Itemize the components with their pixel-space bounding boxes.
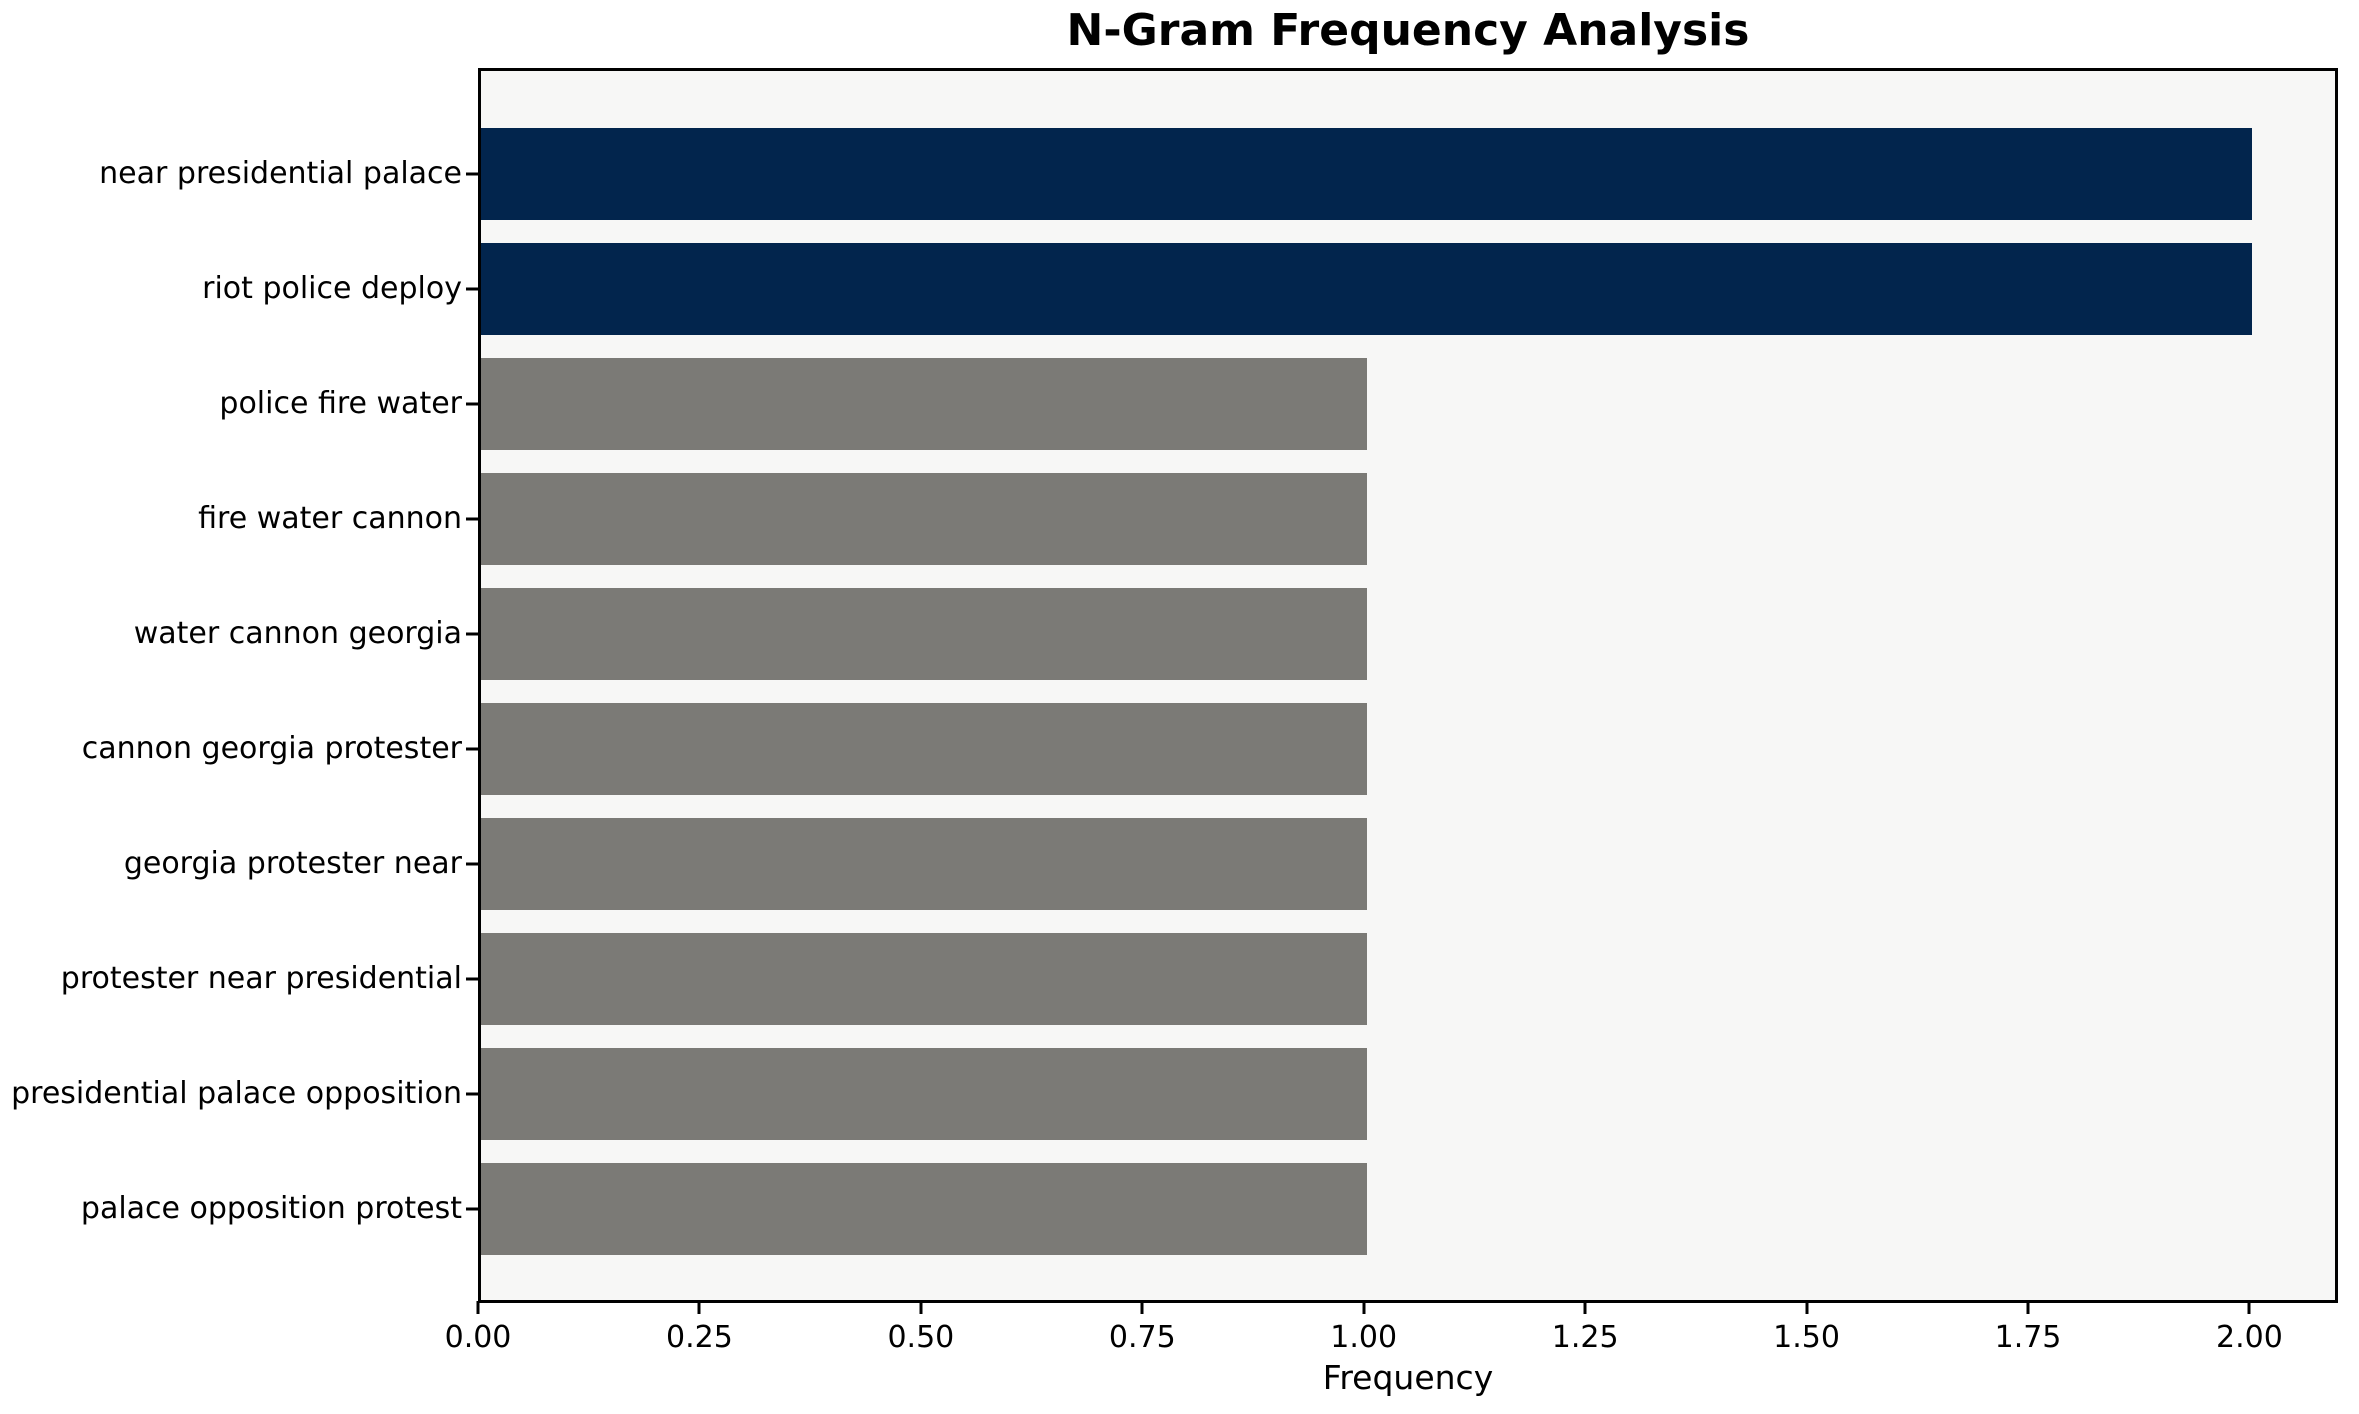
x-tick-label: 0.00 [444,1320,512,1355]
y-tick-mark [466,287,478,291]
bar [481,588,1367,680]
y-tick-mark [466,1092,478,1096]
y-tick-label: water cannon georgia [133,615,462,651]
x-tick-mark [1362,1301,1366,1314]
bar [481,1048,1367,1140]
y-tick-mark [466,632,478,636]
y-tick-label: palace opposition protest [80,1190,462,1226]
bar [481,243,2252,335]
bar [481,358,1367,450]
x-tick-mark [2026,1301,2030,1314]
x-tick-mark [1805,1301,1809,1314]
x-tick-mark [697,1301,701,1314]
x-tick-label: 1.25 [1551,1320,1619,1355]
y-tick-mark [466,747,478,751]
x-tick-label: 1.75 [1994,1320,2062,1355]
x-tick-label: 2.00 [2216,1320,2283,1355]
y-tick-mark [466,977,478,981]
y-tick-label: presidential palace opposition [11,1075,462,1111]
x-tick-label: 0.75 [1108,1320,1176,1355]
y-tick-label: police fire water [219,385,462,421]
y-tick-mark [466,1207,478,1211]
y-tick-label: near presidential palace [99,155,462,191]
x-axis-title: Frequency [1322,1358,1494,1397]
bars-layer [481,71,2335,1300]
bar [481,1163,1367,1255]
x-tick-label: 0.50 [887,1320,955,1355]
x-tick-label: 1.00 [1330,1320,1398,1355]
bar [481,128,2252,220]
bar [481,703,1367,795]
y-tick-mark [466,862,478,866]
bar [481,473,1367,565]
x-tick-mark [919,1301,923,1314]
x-tick-label: 1.50 [1773,1320,1840,1355]
y-tick-label: riot police deploy [202,270,462,306]
bar [481,933,1367,1025]
y-tick-mark [466,172,478,176]
x-tick-mark [1583,1301,1587,1314]
y-tick-label: fire water cannon [198,500,462,536]
x-tick-mark [476,1301,480,1314]
y-tick-mark [466,402,478,406]
x-tick-mark [2247,1301,2251,1314]
y-tick-label: cannon georgia protester [81,730,462,766]
plot-area [478,68,2338,1303]
chart-title: N-Gram Frequency Analysis [1066,5,1750,56]
bar [481,818,1367,910]
x-tick-mark [1140,1301,1144,1314]
y-tick-label: protester near presidential [60,960,462,996]
x-tick-label: 0.25 [666,1320,733,1355]
y-tick-mark [466,517,478,521]
y-tick-label: georgia protester near [123,845,462,881]
